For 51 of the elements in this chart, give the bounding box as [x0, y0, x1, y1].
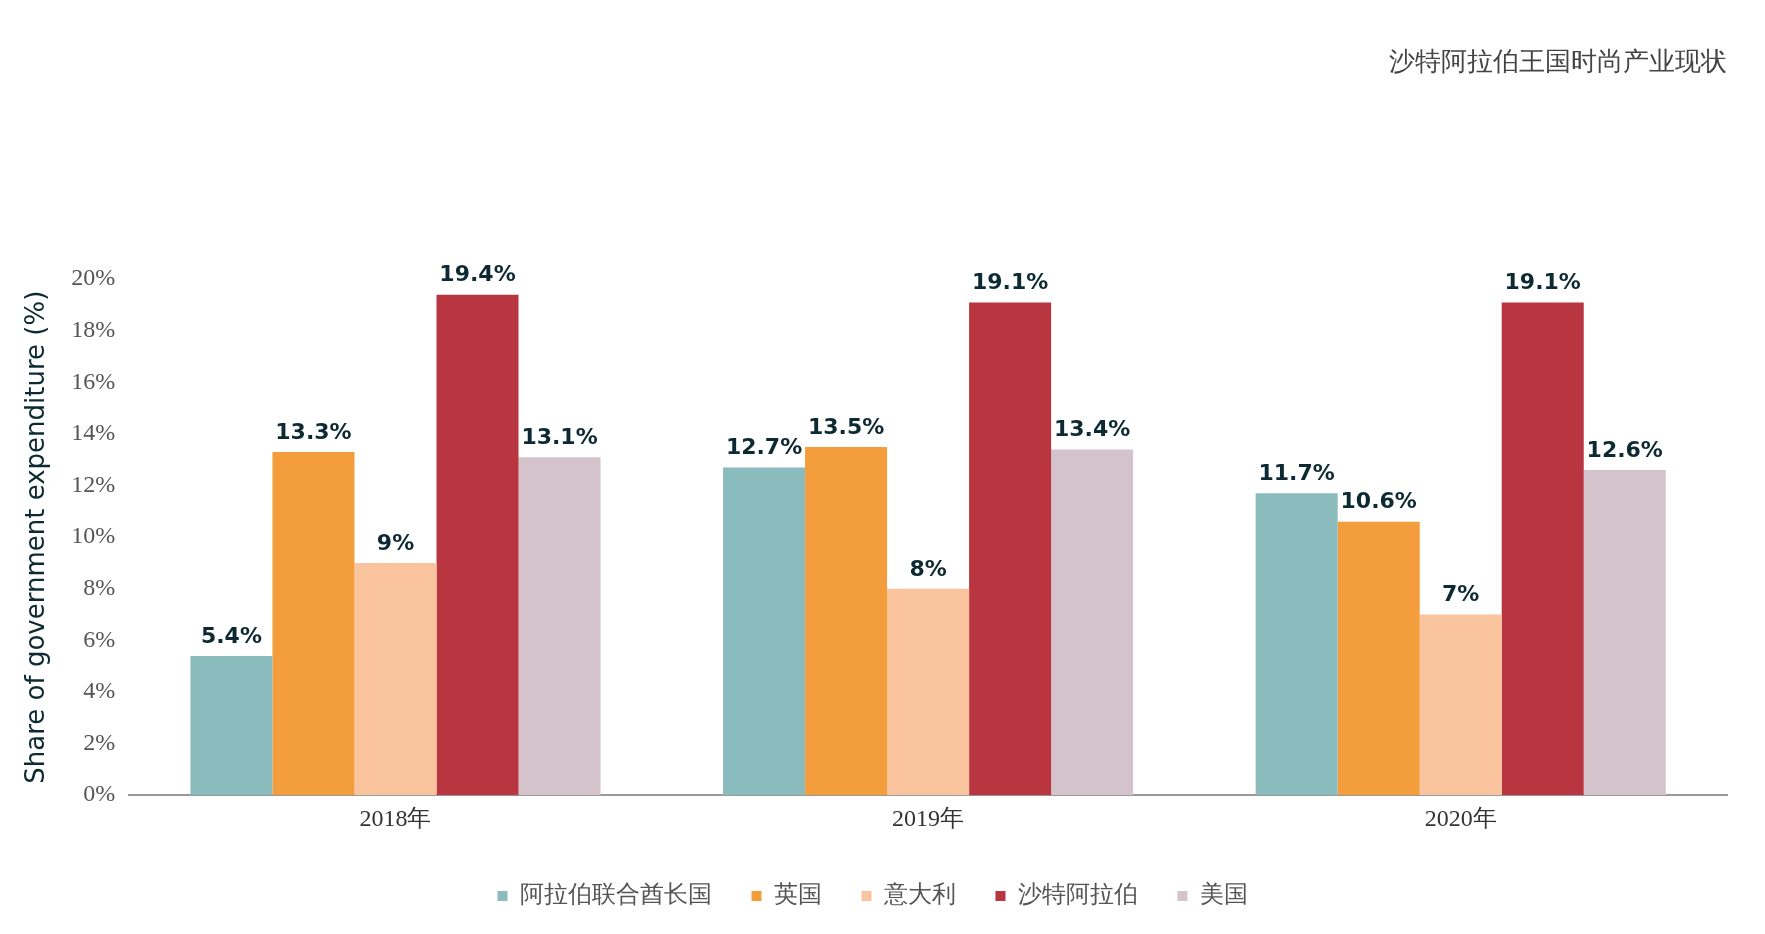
bar	[887, 588, 970, 796]
bar	[1051, 449, 1134, 796]
chart-title: 沙特阿拉伯王国时尚产业现状	[1389, 46, 1727, 77]
y-axis-title: Share of government expenditure (%)	[20, 290, 51, 784]
x-tick-label: 2020年	[1424, 804, 1497, 831]
data-label: 13.1%	[521, 423, 598, 449]
y-tick-label: 0%	[83, 780, 116, 807]
data-label: 13.5%	[807, 413, 885, 439]
bar	[518, 457, 601, 796]
x-tick-label: 2018年	[359, 804, 432, 831]
bar	[1255, 493, 1338, 796]
bar	[354, 563, 437, 796]
y-tick-label: 4%	[83, 677, 116, 704]
data-label: 9%	[376, 529, 415, 555]
data-label: 19.1%	[1504, 269, 1581, 295]
data-label: 7%	[1442, 581, 1480, 607]
bar	[1337, 521, 1420, 796]
bar	[1583, 470, 1666, 796]
data-label: 5.4%	[200, 622, 262, 648]
y-tick-label: 12%	[71, 470, 116, 497]
data-label: 13.4%	[1053, 416, 1131, 442]
bar	[272, 452, 355, 796]
x-tick-label: 2019年	[892, 804, 965, 831]
legend-label: 英国	[773, 880, 822, 909]
data-label: 19.4%	[439, 261, 516, 287]
bar	[190, 655, 273, 796]
y-tick-label: 6%	[83, 625, 116, 652]
y-tick-label: 8%	[83, 574, 116, 601]
bar	[805, 446, 888, 796]
bar	[436, 294, 519, 796]
bar	[969, 302, 1052, 796]
y-tick-label: 2%	[83, 728, 116, 755]
bar	[1419, 614, 1502, 796]
legend-label: 沙特阿拉伯	[1017, 880, 1138, 909]
data-label: 19.1%	[971, 269, 1049, 295]
data-label: 11.7%	[1258, 460, 1335, 486]
data-label: 12.6%	[1586, 436, 1663, 462]
bar	[1501, 302, 1584, 796]
data-label: 10.6%	[1340, 488, 1417, 514]
y-tick-label: 14%	[71, 419, 116, 446]
legend-label: 阿拉伯联合酋长国	[519, 880, 712, 909]
y-tick-label: 10%	[71, 522, 116, 549]
legend-label: 美国	[1199, 880, 1248, 909]
data-label: 12.7%	[725, 434, 803, 460]
y-tick-label: 18%	[71, 316, 116, 343]
bar	[723, 467, 806, 796]
data-label: 13.3%	[275, 418, 352, 444]
legend-label: 意大利	[882, 880, 956, 909]
y-tick-label: 20%	[71, 264, 116, 291]
y-tick-label: 16%	[71, 367, 116, 394]
data-label: 8%	[909, 555, 947, 581]
